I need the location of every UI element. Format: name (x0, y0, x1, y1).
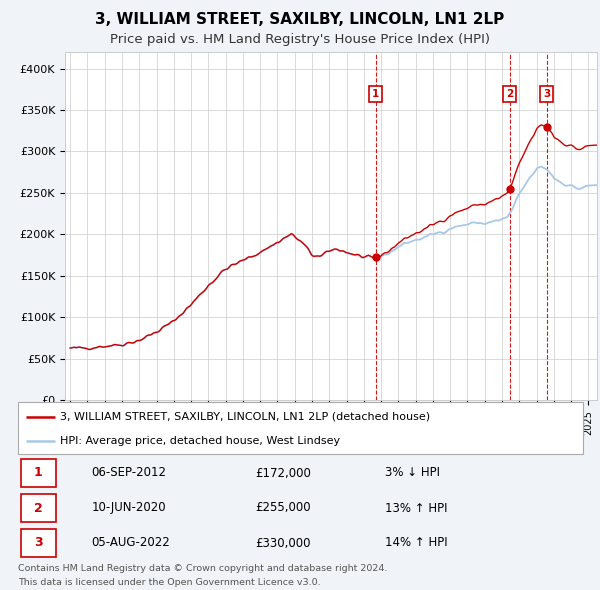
FancyBboxPatch shape (21, 494, 56, 522)
Text: 3: 3 (34, 536, 43, 549)
Text: 3, WILLIAM STREET, SAXILBY, LINCOLN, LN1 2LP (detached house): 3, WILLIAM STREET, SAXILBY, LINCOLN, LN1… (61, 412, 431, 422)
Text: 1: 1 (372, 88, 379, 99)
Text: £172,000: £172,000 (256, 467, 311, 480)
FancyBboxPatch shape (21, 458, 56, 487)
FancyBboxPatch shape (18, 402, 583, 454)
Text: 3, WILLIAM STREET, SAXILBY, LINCOLN, LN1 2LP: 3, WILLIAM STREET, SAXILBY, LINCOLN, LN1… (95, 12, 505, 28)
Text: This data is licensed under the Open Government Licence v3.0.: This data is licensed under the Open Gov… (18, 578, 320, 587)
Text: Price paid vs. HM Land Registry's House Price Index (HPI): Price paid vs. HM Land Registry's House … (110, 34, 490, 47)
Text: 13% ↑ HPI: 13% ↑ HPI (385, 502, 448, 514)
Text: 05-AUG-2022: 05-AUG-2022 (91, 536, 170, 549)
Text: 3% ↓ HPI: 3% ↓ HPI (385, 467, 440, 480)
Text: Contains HM Land Registry data © Crown copyright and database right 2024.: Contains HM Land Registry data © Crown c… (18, 564, 388, 573)
FancyBboxPatch shape (21, 529, 56, 558)
Text: 14% ↑ HPI: 14% ↑ HPI (385, 536, 448, 549)
Text: 06-SEP-2012: 06-SEP-2012 (91, 467, 166, 480)
Text: 2: 2 (506, 88, 513, 99)
Text: 10-JUN-2020: 10-JUN-2020 (91, 502, 166, 514)
Text: £255,000: £255,000 (256, 502, 311, 514)
Text: £330,000: £330,000 (256, 536, 311, 549)
Text: HPI: Average price, detached house, West Lindsey: HPI: Average price, detached house, West… (61, 436, 341, 446)
Text: 1: 1 (34, 467, 43, 480)
Text: 2: 2 (34, 502, 43, 514)
Text: 3: 3 (543, 88, 550, 99)
